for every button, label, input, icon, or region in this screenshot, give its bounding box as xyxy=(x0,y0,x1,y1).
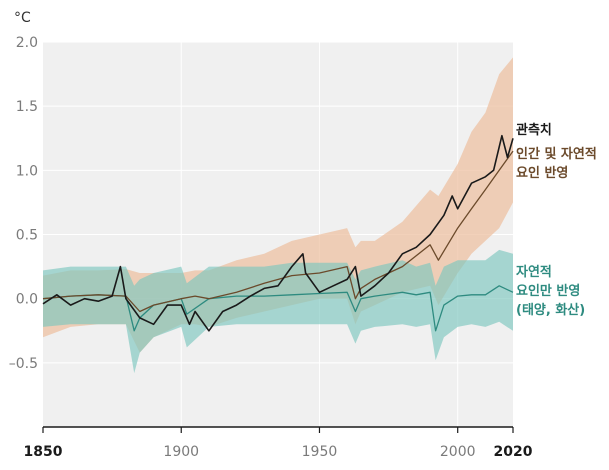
y-tick-label: 0.5 xyxy=(16,228,38,244)
y-tick-label: 1.5 xyxy=(16,99,38,115)
natural-line xyxy=(42,285,514,332)
natural-label: 요인만 반영 xyxy=(516,283,580,299)
y-tick-label: –0.5 xyxy=(9,356,38,372)
observed-line xyxy=(42,134,514,332)
y-tick-label: 0.0 xyxy=(16,292,38,308)
observed-label: 관측치 xyxy=(516,122,552,138)
natural-band xyxy=(43,249,513,374)
natural-label: 자연적 xyxy=(516,264,552,280)
y-tick-label: 1.0 xyxy=(16,163,38,179)
x-tick-label: 1900 xyxy=(163,444,199,460)
tick-labels: 2.0 1.5 1.0 0.5 0.0 –0.5 1850 1900 1950 2000 2020 xyxy=(9,35,533,460)
x-tick-label: 2000 xyxy=(440,444,476,460)
human_natural-label: 요인 반영 xyxy=(516,165,568,181)
series-lines xyxy=(42,134,514,332)
x-tick-label: 1950 xyxy=(302,444,338,460)
gridlines xyxy=(43,41,513,427)
human_natural-line xyxy=(42,150,514,313)
uncertainty-bands xyxy=(43,57,513,374)
x-tick-label: 2020 xyxy=(494,444,533,460)
natural-label: (태양, 화산) xyxy=(516,302,585,318)
x-tick-label: 1850 xyxy=(24,444,63,460)
human_natural-label: 인간 및 자연적 xyxy=(516,146,597,162)
y-unit-label: °C xyxy=(14,10,31,26)
y-tick-label: 2.0 xyxy=(16,35,38,51)
